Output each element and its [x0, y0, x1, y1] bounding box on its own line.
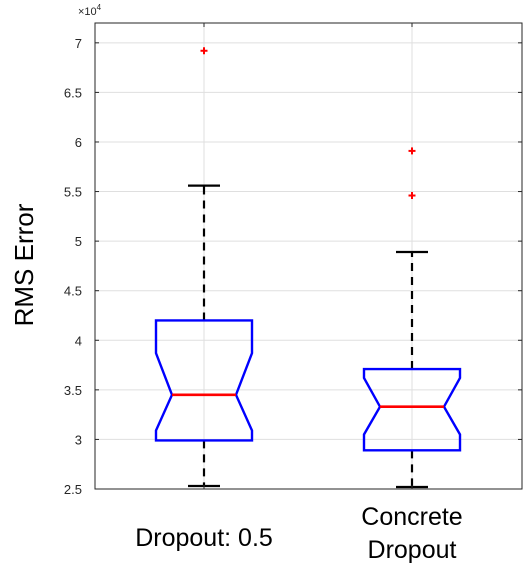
x-category-label: Concrete Dropout	[361, 503, 462, 564]
axis-layer	[94, 22, 523, 490]
y-exponent-label: ×104	[78, 3, 102, 18]
x-category-label-line: Concrete	[361, 503, 462, 531]
y-tick-label: 7	[75, 36, 82, 51]
y-tick-label: 3	[75, 432, 82, 447]
boxes-layer	[154, 47, 462, 489]
y-tick-label: 4	[75, 333, 82, 348]
outlier-marker	[408, 147, 416, 155]
x-category-label: Dropout: 0.5	[135, 524, 273, 552]
y-axis-label: RMS Error	[9, 203, 39, 326]
y-exponent-power: 4	[97, 3, 102, 12]
outlier-marker	[200, 47, 208, 55]
y-exponent-base: ×10	[78, 6, 97, 18]
label-layer: RMS Error ×104 2.533.544.555.566.57Dropo…	[9, 3, 463, 564]
grid-layer	[95, 23, 522, 490]
y-tick-label: 6.5	[64, 85, 82, 100]
outlier-marker	[408, 192, 416, 200]
box-body	[154, 319, 254, 442]
y-tick-label: 5	[75, 234, 82, 249]
box-1	[154, 47, 254, 488]
y-tick-label: 5.5	[64, 185, 82, 200]
y-tick-label: 3.5	[64, 383, 82, 398]
y-tick-label: 2.5	[64, 482, 82, 497]
y-tick-label: 6	[75, 135, 82, 150]
y-tick-label: 4.5	[64, 284, 82, 299]
box-body	[362, 367, 462, 452]
x-category-label-line: Dropout: 0.5	[135, 524, 273, 552]
x-category-label-line: Dropout	[368, 536, 457, 564]
plot-frame	[94, 22, 523, 490]
